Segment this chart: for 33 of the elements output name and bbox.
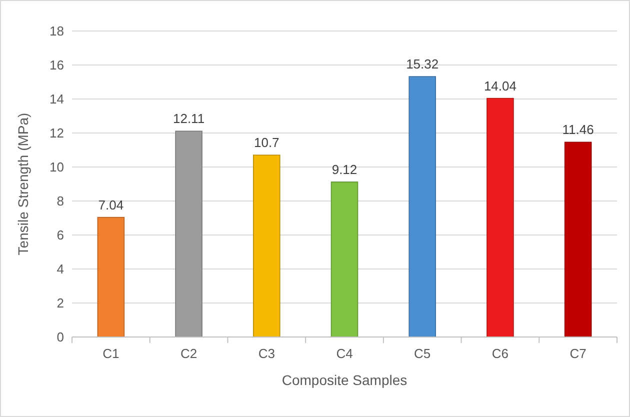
- x-tick-label: C6: [492, 346, 509, 361]
- bar: [486, 98, 514, 338]
- x-tick-label: C3: [258, 346, 275, 361]
- y-tick-label: 18: [50, 24, 64, 39]
- x-tick-label: C2: [180, 346, 198, 361]
- y-tick-label: 10: [50, 160, 64, 175]
- y-tick-label: 0: [56, 330, 64, 345]
- data-label: 7.04: [98, 197, 124, 212]
- x-tick-label: C1: [102, 346, 120, 361]
- x-tick-label: C7: [570, 346, 586, 361]
- y-tick-label: 2: [56, 296, 64, 311]
- bar: [564, 142, 592, 338]
- y-axis-title: Tensile Strength (MPa): [15, 112, 31, 256]
- data-label: 10.7: [254, 135, 280, 150]
- x-tick-label: C4: [336, 346, 353, 361]
- data-label: 9.12: [332, 162, 358, 177]
- bar: [253, 154, 280, 338]
- data-label: 14.04: [484, 78, 516, 94]
- data-label: 11.46: [562, 122, 594, 138]
- data-label: 15.32: [406, 56, 439, 72]
- data-label: 12.11: [172, 111, 205, 126]
- bar: [175, 130, 202, 338]
- y-tick-label: 4: [56, 262, 64, 277]
- y-tick-label: 16: [50, 58, 64, 73]
- y-tick-label: 14: [50, 92, 64, 107]
- x-tick-label: C5: [414, 346, 431, 361]
- bar: [408, 76, 436, 338]
- y-tick-label: 6: [56, 228, 64, 243]
- bar: [330, 182, 358, 338]
- bar: [97, 216, 125, 338]
- y-tick-label: 8: [56, 194, 64, 209]
- x-axis-title: Composite Samples: [282, 372, 408, 388]
- y-tick-label: 12: [50, 126, 64, 141]
